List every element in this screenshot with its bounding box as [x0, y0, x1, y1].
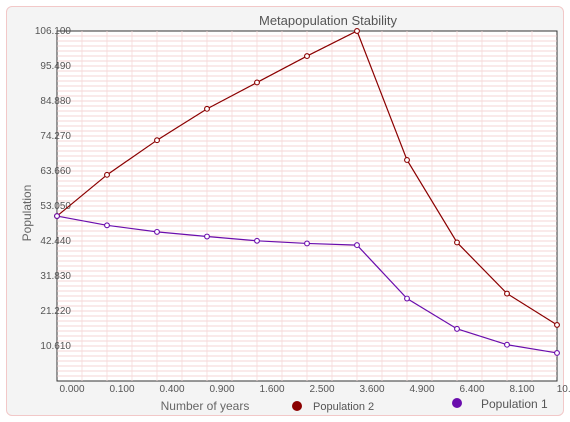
data-point: [305, 54, 310, 59]
data-point: [355, 243, 360, 248]
y-tick-label: 74.270: [40, 131, 71, 142]
data-point: [105, 223, 110, 228]
y-tick-label: 63.660: [40, 166, 71, 177]
y-tick-label: 42.440: [40, 236, 71, 247]
legend-marker-population-2: [292, 401, 302, 411]
x-tick-label: 0.000: [59, 384, 84, 395]
y-tick-label: 95.490: [40, 61, 71, 72]
x-tick-label: 4.900: [409, 384, 434, 395]
data-point: [255, 238, 260, 243]
x-tick-label: 2.500: [309, 384, 334, 395]
data-point: [405, 158, 410, 163]
y-tick-label: 84.880: [40, 96, 71, 107]
x-tick-label: 10.000: [557, 384, 570, 395]
legend: Population 2 Population 1: [292, 397, 548, 413]
data-point: [305, 241, 310, 246]
data-point: [205, 234, 210, 239]
data-point: [505, 291, 510, 296]
data-point: [105, 172, 110, 177]
y-tick-label: 106.100: [35, 26, 72, 37]
data-point: [155, 229, 160, 234]
x-tick-label: 0.100: [109, 384, 134, 395]
x-tick-label: 8.100: [509, 384, 534, 395]
x-axis-label: Number of years: [161, 399, 250, 413]
data-point: [455, 240, 460, 245]
x-tick-label: 6.400: [459, 384, 484, 395]
data-point: [405, 296, 410, 301]
data-point: [205, 106, 210, 111]
data-point: [555, 351, 560, 356]
data-point: [155, 138, 160, 143]
chart-title: Metapopulation Stability: [259, 13, 398, 28]
data-point: [505, 342, 510, 347]
y-tick-label: 21.220: [40, 306, 71, 317]
x-tick-label: 1.600: [259, 384, 284, 395]
data-point: [255, 80, 260, 85]
y-tick-label: 10.610: [40, 341, 71, 352]
y-tick-label: 53.050: [40, 201, 71, 212]
x-tick-label: 0.400: [159, 384, 184, 395]
grid-lines: [57, 31, 557, 381]
legend-marker-population-1: [452, 398, 462, 408]
y-axis-label: Population: [20, 185, 34, 242]
data-point: [55, 214, 60, 219]
legend-label-population-1: Population 1: [481, 397, 548, 411]
legend-label-population-2: Population 2: [313, 401, 374, 413]
data-point: [555, 323, 560, 328]
x-tick-label: 0.900: [209, 384, 234, 395]
data-point: [355, 29, 360, 34]
x-tick-label: 3.600: [359, 384, 384, 395]
data-point: [455, 326, 460, 331]
x-axis-ticks: 0.000 0.100 0.400 0.900 1.600 2.500 3.600 4.900…: [59, 384, 570, 395]
y-tick-label: 31.830: [40, 271, 71, 282]
